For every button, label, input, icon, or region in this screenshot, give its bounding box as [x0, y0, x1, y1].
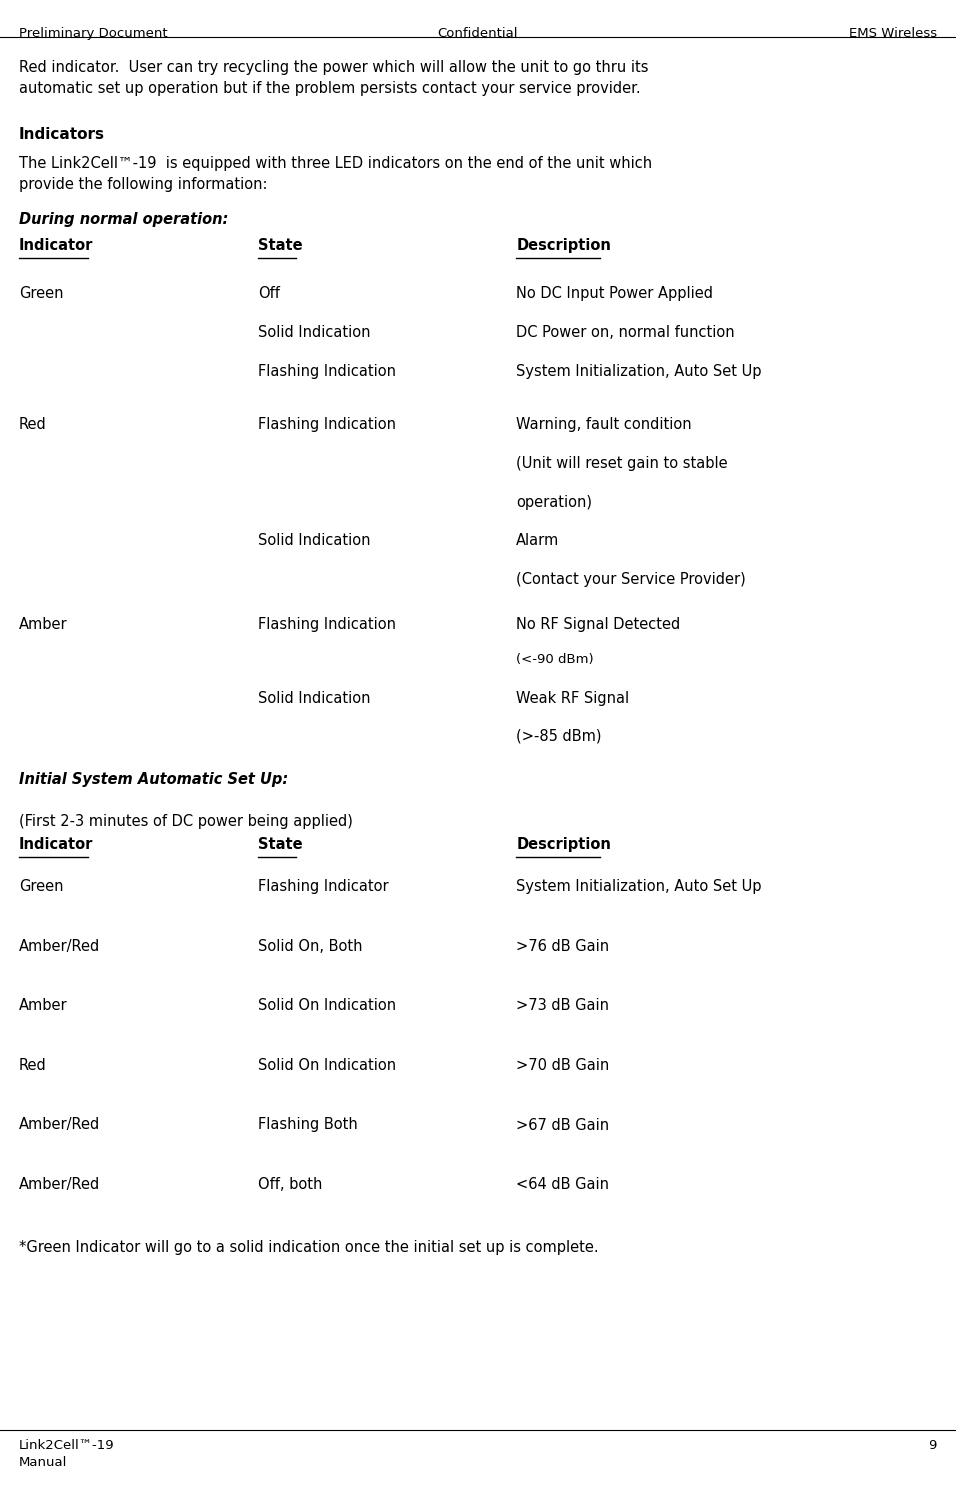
- Text: EMS Wireless: EMS Wireless: [849, 27, 937, 40]
- Text: The Link2Cell™-19  is equipped with three LED indicators on the end of the unit : The Link2Cell™-19 is equipped with three…: [19, 156, 652, 192]
- Text: Solid Indication: Solid Indication: [258, 533, 371, 548]
- Text: Alarm: Alarm: [516, 533, 559, 548]
- Text: Solid On Indication: Solid On Indication: [258, 1058, 396, 1073]
- Text: No RF Signal Detected: No RF Signal Detected: [516, 617, 681, 632]
- Text: Indicators: Indicators: [19, 127, 105, 142]
- Text: Indicator: Indicator: [19, 238, 94, 253]
- Text: Green: Green: [19, 879, 64, 894]
- Text: Amber: Amber: [19, 617, 68, 632]
- Text: Flashing Indication: Flashing Indication: [258, 364, 396, 378]
- Text: Solid Indication: Solid Indication: [258, 325, 371, 340]
- Text: (Unit will reset gain to stable: (Unit will reset gain to stable: [516, 456, 728, 471]
- Text: Off: Off: [258, 286, 280, 301]
- Text: Indicator: Indicator: [19, 837, 94, 852]
- Text: (>-85 dBm): (>-85 dBm): [516, 729, 601, 744]
- Text: Red: Red: [19, 417, 47, 432]
- Text: >67 dB Gain: >67 dB Gain: [516, 1118, 609, 1132]
- Text: System Initialization, Auto Set Up: System Initialization, Auto Set Up: [516, 879, 762, 894]
- Text: Amber/Red: Amber/Red: [19, 939, 100, 954]
- Text: *Green Indicator will go to a solid indication once the initial set up is comple: *Green Indicator will go to a solid indi…: [19, 1240, 598, 1255]
- Text: Amber: Amber: [19, 998, 68, 1013]
- Text: Red: Red: [19, 1058, 47, 1073]
- Text: Solid On, Both: Solid On, Both: [258, 939, 362, 954]
- Text: Red indicator.  User can try recycling the power which will allow the unit to go: Red indicator. User can try recycling th…: [19, 60, 648, 95]
- Text: >76 dB Gain: >76 dB Gain: [516, 939, 609, 954]
- Text: State: State: [258, 238, 303, 253]
- Text: Solid On Indication: Solid On Indication: [258, 998, 396, 1013]
- Text: (Contact your Service Provider): (Contact your Service Provider): [516, 572, 746, 587]
- Text: During normal operation:: During normal operation:: [19, 212, 228, 226]
- Text: operation): operation): [516, 495, 592, 510]
- Text: Flashing Indicator: Flashing Indicator: [258, 879, 389, 894]
- Text: Green: Green: [19, 286, 64, 301]
- Text: Amber/Red: Amber/Red: [19, 1177, 100, 1192]
- Text: Amber/Red: Amber/Red: [19, 1118, 100, 1132]
- Text: System Initialization, Auto Set Up: System Initialization, Auto Set Up: [516, 364, 762, 378]
- Text: State: State: [258, 837, 303, 852]
- Text: <64 dB Gain: <64 dB Gain: [516, 1177, 609, 1192]
- Text: Flashing Indication: Flashing Indication: [258, 417, 396, 432]
- Text: Initial System Automatic Set Up:: Initial System Automatic Set Up:: [19, 772, 289, 787]
- Text: Description: Description: [516, 238, 611, 253]
- Text: Warning, fault condition: Warning, fault condition: [516, 417, 692, 432]
- Text: 9: 9: [928, 1439, 937, 1453]
- Text: Solid Indication: Solid Indication: [258, 691, 371, 706]
- Text: >70 dB Gain: >70 dB Gain: [516, 1058, 610, 1073]
- Text: Off, both: Off, both: [258, 1177, 322, 1192]
- Text: Flashing Both: Flashing Both: [258, 1118, 358, 1132]
- Text: DC Power on, normal function: DC Power on, normal function: [516, 325, 735, 340]
- Text: Weak RF Signal: Weak RF Signal: [516, 691, 629, 706]
- Text: >73 dB Gain: >73 dB Gain: [516, 998, 609, 1013]
- Text: Confidential: Confidential: [438, 27, 518, 40]
- Text: (First 2-3 minutes of DC power being applied): (First 2-3 minutes of DC power being app…: [19, 814, 353, 828]
- Text: Description: Description: [516, 837, 611, 852]
- Text: No DC Input Power Applied: No DC Input Power Applied: [516, 286, 713, 301]
- Text: (<-90 dBm): (<-90 dBm): [516, 653, 594, 666]
- Text: Preliminary Document: Preliminary Document: [19, 27, 167, 40]
- Text: Flashing Indication: Flashing Indication: [258, 617, 396, 632]
- Text: Link2Cell™-19
Manual: Link2Cell™-19 Manual: [19, 1439, 115, 1469]
